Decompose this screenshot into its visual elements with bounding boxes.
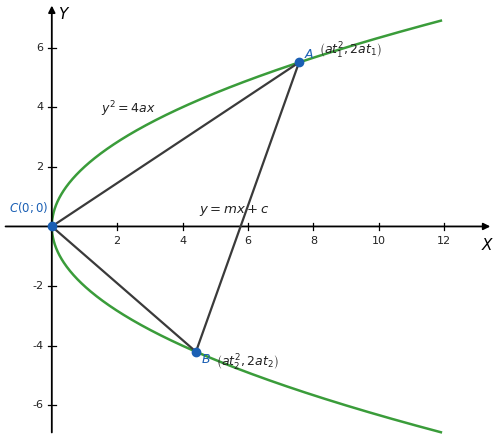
Text: 12: 12 [437,236,451,246]
Text: $y=mx+c$: $y=mx+c$ [199,203,269,218]
Text: $A$: $A$ [304,48,314,61]
Text: -4: -4 [33,341,44,351]
Text: 6: 6 [37,42,44,53]
Text: $B$: $B$ [201,353,211,366]
Text: Y: Y [58,7,67,22]
Text: X: X [481,238,492,254]
Text: 4: 4 [179,236,186,246]
Text: $C(0;0)$: $C(0;0)$ [9,200,49,215]
Text: 2: 2 [114,236,121,246]
Text: 10: 10 [372,236,386,246]
Text: $\left(at_1^2,2at_1\right)$: $\left(at_1^2,2at_1\right)$ [318,41,381,61]
Text: 2: 2 [37,162,44,172]
Text: $y^2=4ax$: $y^2=4ax$ [101,99,156,119]
Text: -2: -2 [33,281,44,291]
Text: -6: -6 [33,400,44,410]
Text: 4: 4 [37,102,44,112]
Text: $\left(at_2^2,2at_2\right)$: $\left(at_2^2,2at_2\right)$ [216,353,278,373]
Text: 6: 6 [245,236,251,246]
Text: 8: 8 [310,236,317,246]
